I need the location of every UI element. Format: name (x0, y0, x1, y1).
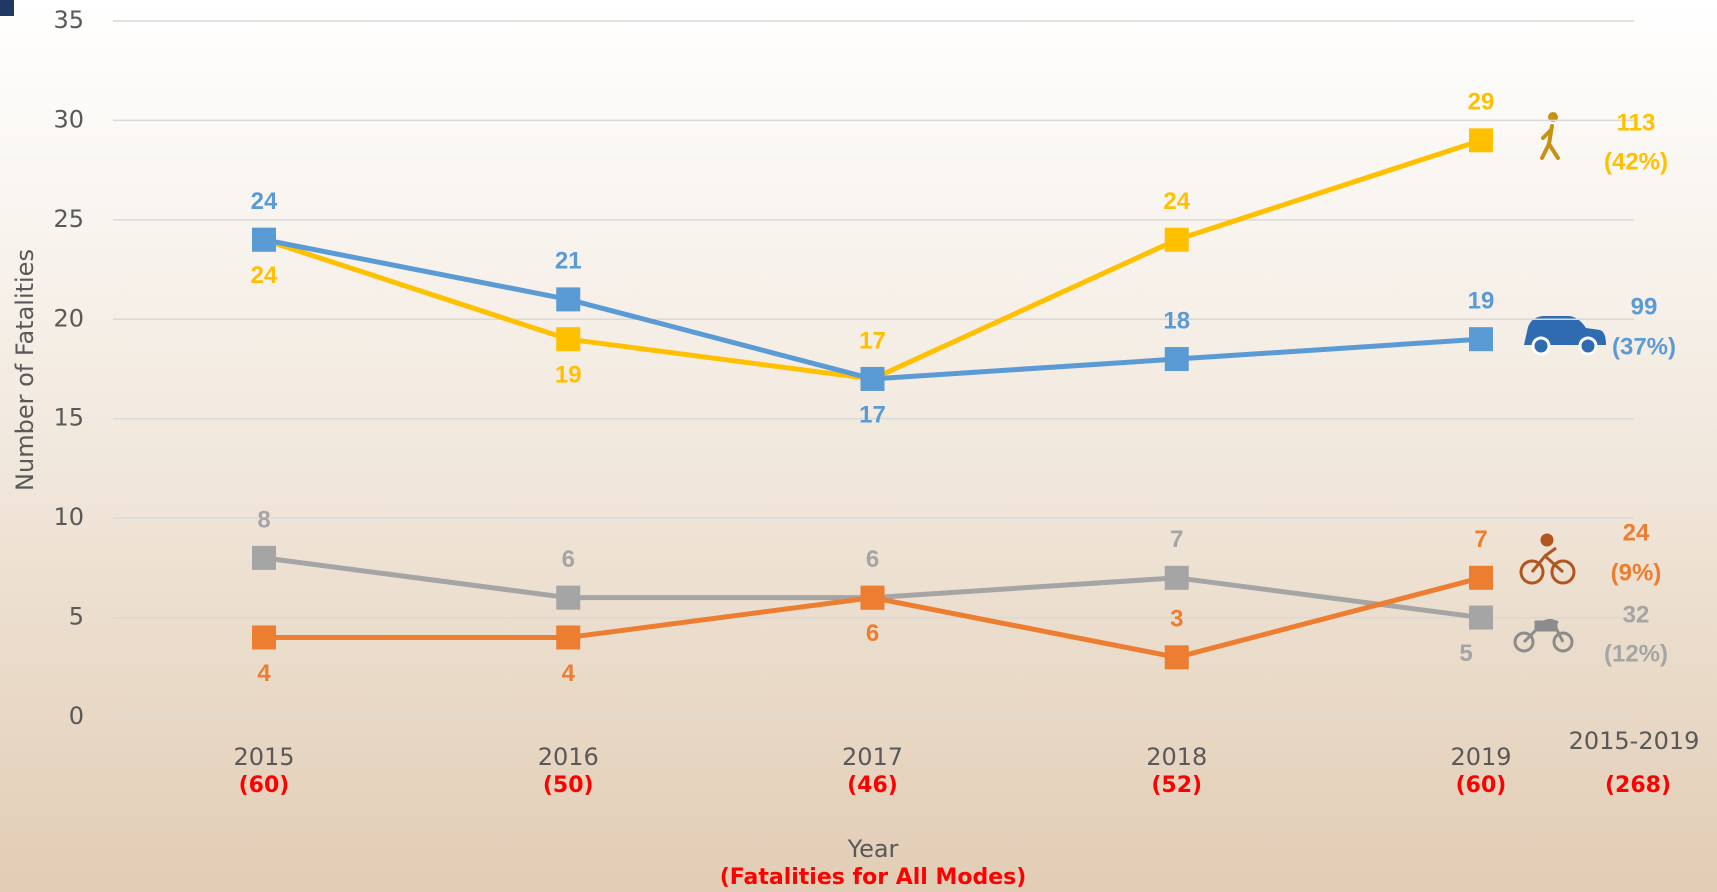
period-label: 2015-2019 (1569, 727, 1700, 755)
data-label: 29 (1468, 89, 1495, 116)
car-icon (1524, 316, 1606, 356)
bicycle-icon (1519, 533, 1576, 585)
series-share: (9%) (1611, 559, 1662, 586)
marker (860, 366, 885, 391)
x-axis-label: Year (847, 835, 899, 863)
data-label: 21 (555, 248, 582, 275)
marker (1469, 327, 1493, 352)
marker (1164, 645, 1189, 670)
marker (860, 585, 885, 610)
data-label: 6 (866, 546, 879, 573)
data-label: 24 (251, 262, 278, 289)
data-label: 19 (555, 362, 582, 389)
marker (556, 625, 581, 650)
series-share: (12%) (1604, 640, 1668, 667)
marker (556, 585, 581, 610)
marker (252, 625, 276, 650)
series-total: 32 (1623, 601, 1650, 628)
data-label: 6 (866, 620, 879, 647)
marker (1164, 565, 1189, 590)
marker (1164, 347, 1189, 372)
all-modes-total: (46) (847, 773, 898, 798)
x-tick-label: 2018 (1146, 743, 1207, 771)
grand-total: (268) (1605, 773, 1671, 798)
data-label: 7 (1170, 526, 1183, 553)
marker (1469, 128, 1493, 153)
all-modes-total: (50) (543, 773, 594, 798)
data-label: 8 (257, 506, 270, 533)
data-label: 5 (1459, 640, 1472, 667)
x-tick-label: 2017 (842, 743, 903, 771)
y-axis-label: Number of Fatalities (11, 249, 39, 491)
marker (556, 287, 581, 312)
data-label: 17 (859, 401, 886, 428)
all-modes-total: (60) (239, 773, 290, 798)
data-label: 4 (257, 660, 271, 687)
series-share: (37%) (1612, 333, 1676, 360)
x-tick-label: 2019 (1450, 743, 1511, 771)
data-label: 7 (1474, 526, 1487, 553)
marker (1164, 227, 1189, 252)
data-label: 6 (562, 546, 575, 573)
y-tick-label: 15 (53, 404, 84, 432)
marker (252, 545, 276, 570)
all-modes-total: (60) (1456, 773, 1507, 798)
marker (1469, 605, 1493, 630)
series-total: 99 (1631, 293, 1658, 320)
x-tick-label: 2015 (233, 743, 294, 771)
y-tick-label: 20 (53, 304, 84, 332)
marker (252, 227, 276, 252)
all-modes-total: (52) (1151, 773, 1202, 798)
series-total: 24 (1623, 519, 1650, 546)
y-tick-label: 35 (53, 6, 84, 34)
series-share: (42%) (1604, 148, 1668, 175)
y-tick-label: 25 (53, 205, 84, 233)
y-tick-label: 10 (53, 503, 84, 531)
y-tick-label: 5 (69, 603, 84, 631)
x-tick-label: 2016 (538, 743, 599, 771)
data-label: 24 (1163, 188, 1190, 215)
motorcycle-icon (1513, 618, 1574, 653)
pedestrian-icon (1540, 112, 1560, 160)
data-label: 17 (859, 327, 886, 354)
marker (556, 327, 581, 352)
data-label: 24 (251, 188, 278, 215)
y-tick-label: 0 (69, 702, 84, 730)
data-label: 18 (1163, 307, 1190, 334)
corner-mark (0, 0, 14, 16)
series-total: 113 (1617, 109, 1656, 136)
data-label: 3 (1170, 606, 1183, 633)
marker (1469, 565, 1493, 590)
x-axis-sublabel: (Fatalities for All Modes) (720, 865, 1027, 890)
y-tick-label: 30 (53, 105, 84, 133)
data-label: 19 (1468, 288, 1495, 315)
data-label: 4 (562, 660, 576, 687)
